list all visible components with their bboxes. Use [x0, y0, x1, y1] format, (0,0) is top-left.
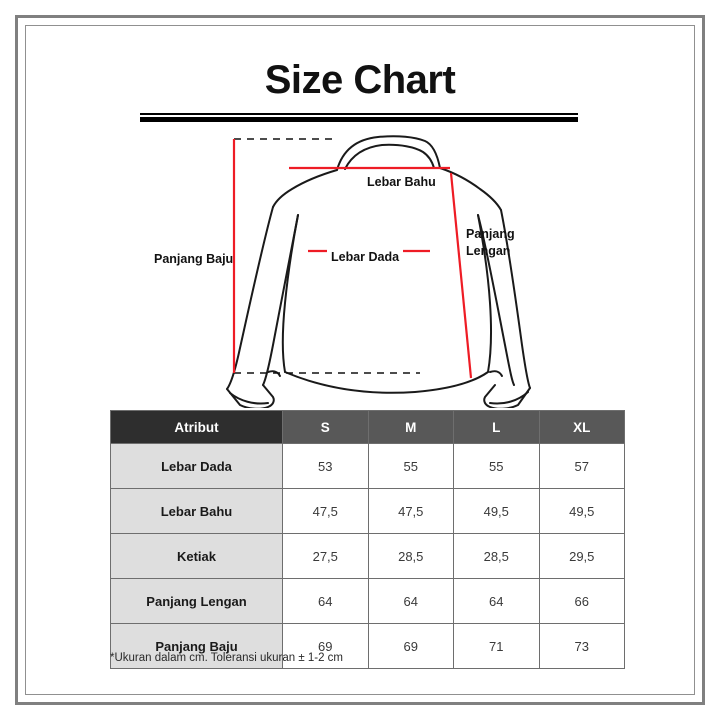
- size-table: Atribut S M L XL Lebar Dada 53 55 55 57 …: [110, 410, 625, 669]
- cell-ketiak-s: 27,5: [282, 533, 369, 579]
- cell-panjang-lengan-xl: 66: [538, 578, 625, 624]
- cell-lebar-bahu-xl: 49,5: [538, 488, 625, 534]
- row-label-lebar-bahu: Lebar Bahu: [110, 488, 283, 534]
- cell-panjang-lengan-m: 64: [367, 578, 454, 624]
- cell-lebar-dada-xl: 57: [538, 443, 625, 489]
- row-label-lebar-dada: Lebar Dada: [110, 443, 283, 489]
- cell-panjang-baju-m: 69: [367, 623, 454, 669]
- cell-ketiak-xl: 29,5: [538, 533, 625, 579]
- cell-lebar-bahu-l: 49,5: [453, 488, 540, 534]
- diagram-label-shoulder-width: Lebar Bahu: [367, 175, 436, 189]
- size-table-body: Lebar Dada 53 55 55 57 Lebar Bahu 47,5 4…: [110, 443, 625, 669]
- decorative-inner-frame: [25, 25, 695, 695]
- column-header-xl: XL: [538, 410, 625, 444]
- diagram-label-sleeve-length: Panjang Lengan: [466, 226, 515, 260]
- column-header-l: L: [453, 410, 540, 444]
- table-row: Lebar Bahu 47,5 47,5 49,5 49,5: [110, 488, 625, 534]
- cell-panjang-lengan-s: 64: [282, 578, 369, 624]
- cell-lebar-dada-s: 53: [282, 443, 369, 489]
- row-label-ketiak: Ketiak: [110, 533, 283, 579]
- column-header-attribute: Atribut: [110, 410, 283, 444]
- cell-panjang-baju-l: 71: [453, 623, 540, 669]
- diagram-label-sleeve-length-line1: Panjang: [466, 227, 515, 241]
- page-title: Size Chart: [264, 58, 456, 102]
- cell-panjang-baju-xl: 73: [538, 623, 625, 669]
- cell-ketiak-m: 28,5: [367, 533, 454, 579]
- cell-panjang-lengan-l: 64: [453, 578, 540, 624]
- table-row: Lebar Dada 53 55 55 57: [110, 443, 625, 489]
- row-label-panjang-baju: Panjang Baju: [110, 623, 283, 669]
- cell-lebar-dada-m: 55: [367, 443, 454, 489]
- cell-lebar-dada-l: 55: [453, 443, 540, 489]
- cell-lebar-bahu-s: 47,5: [282, 488, 369, 534]
- cell-ketiak-l: 28,5: [453, 533, 540, 579]
- garment-diagram: [130, 133, 590, 408]
- diagram-label-chest-width: Lebar Dada: [327, 248, 404, 267]
- footnote-text: *Ukuran dalam cm. Toleransi ukuran ± 1-2…: [110, 652, 343, 664]
- table-row: Panjang Baju 69 69 71 73: [110, 623, 625, 669]
- cell-lebar-bahu-m: 47,5: [367, 488, 454, 534]
- diagram-label-sleeve-length-line2: Lengan: [466, 243, 511, 258]
- table-row: Panjang Lengan 64 64 64 66: [110, 578, 625, 624]
- diagram-label-body-length: Panjang Baju: [154, 252, 234, 266]
- cell-panjang-baju-s: 69: [282, 623, 369, 669]
- column-header-s: S: [282, 410, 369, 444]
- row-label-panjang-lengan: Panjang Lengan: [110, 578, 283, 624]
- size-table-head: Atribut S M L XL: [110, 410, 625, 444]
- table-header-row: Atribut S M L XL: [110, 410, 625, 444]
- title-underline: [140, 113, 578, 122]
- table-row: Ketiak 27,5 28,5 28,5 29,5: [110, 533, 625, 579]
- column-header-m: M: [367, 410, 454, 444]
- decorative-outer-frame: [15, 15, 705, 705]
